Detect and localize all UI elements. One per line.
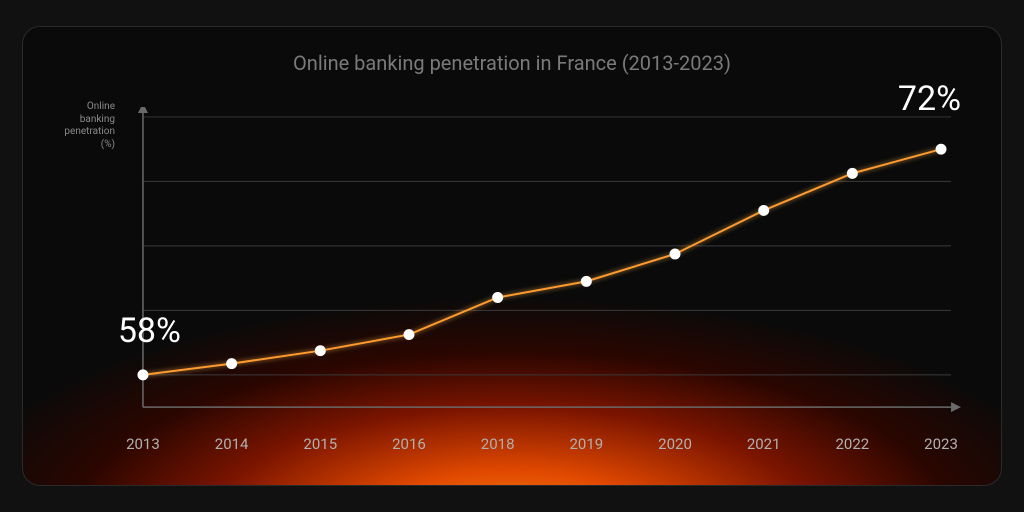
x-tick-label: 2020: [658, 435, 692, 453]
x-tick-label: 2021: [747, 435, 781, 453]
x-tick-label: 2018: [481, 435, 515, 453]
x-tick-label: 2015: [303, 435, 337, 453]
x-tick-label: 2023: [924, 435, 958, 453]
x-tick-label: 2014: [215, 435, 249, 453]
chart-area: Online banking penetration (%) 58% 72%: [123, 107, 961, 425]
x-tick-label: 2013: [126, 435, 160, 453]
chart-svg: [123, 107, 961, 425]
x-tick-label: 2022: [835, 435, 869, 453]
callout-start: 58%: [118, 311, 181, 351]
callout-end: 72%: [898, 79, 961, 119]
x-tick-label: 2016: [392, 435, 426, 453]
chart-title: Online banking penetration in France (20…: [23, 51, 1001, 75]
x-axis-labels: 2013 2014 2015 2016 2018 2019 2020 2021 2022 2023: [123, 435, 961, 459]
y-axis-label: Online banking penetration (%): [55, 101, 115, 151]
x-tick-label: 2019: [569, 435, 603, 453]
chart-card: Online banking penetration in France (20…: [22, 26, 1002, 486]
